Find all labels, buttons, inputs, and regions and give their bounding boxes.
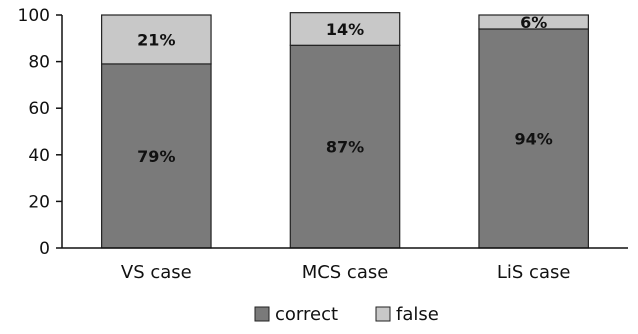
x-tick-label: MCS case xyxy=(302,262,389,283)
data-label-false-3: 6% xyxy=(520,13,547,32)
x-tick-label: VS case xyxy=(121,262,192,283)
y-tick-label: 80 xyxy=(28,53,50,73)
bars: 79% 21% 87% 14% 94% 6% xyxy=(101,12,589,249)
data-label-false-2: 14% xyxy=(326,20,364,39)
data-label-correct-1: 79% xyxy=(137,147,175,166)
x-tick-label: LiS case xyxy=(497,262,571,283)
y-tick-label: 60 xyxy=(28,99,50,119)
y-tick-label: 0 xyxy=(39,239,50,259)
data-label-correct-2: 87% xyxy=(326,138,364,157)
y-tick-label: 100 xyxy=(18,6,50,26)
bar-correct-2 xyxy=(289,44,401,249)
legend-label-correct: correct xyxy=(275,304,338,325)
bar-correct-3 xyxy=(478,28,589,249)
x-axis: VS case MCS case LiS case xyxy=(62,247,628,283)
legend-label-false: false xyxy=(396,304,439,325)
bar-false-1 xyxy=(101,14,212,65)
legend-swatch-correct xyxy=(254,306,270,322)
y-tick-label: 20 xyxy=(28,192,50,212)
legend-swatch-false xyxy=(375,306,391,322)
data-label-correct-3: 94% xyxy=(515,129,553,148)
bar-false-2 xyxy=(289,12,401,46)
legend: correct false xyxy=(254,304,439,325)
y-tick-label: 40 xyxy=(28,146,50,166)
data-label-false-1: 21% xyxy=(137,30,175,49)
y-axis: 0 20 40 60 80 100 xyxy=(18,6,63,259)
bar-false-3 xyxy=(478,14,589,30)
